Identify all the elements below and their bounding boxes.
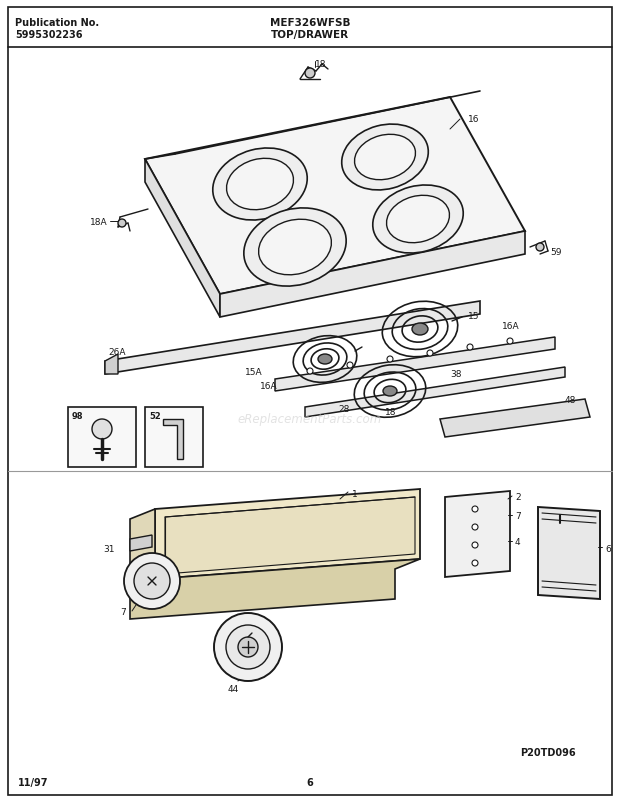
Polygon shape xyxy=(145,98,525,295)
Polygon shape xyxy=(538,507,600,599)
Text: TOP/DRAWER: TOP/DRAWER xyxy=(271,30,349,40)
Polygon shape xyxy=(220,232,525,318)
Polygon shape xyxy=(145,160,220,318)
Circle shape xyxy=(226,626,270,669)
Ellipse shape xyxy=(355,135,415,181)
Text: 59: 59 xyxy=(550,247,562,257)
Polygon shape xyxy=(105,302,480,374)
Text: 4: 4 xyxy=(515,537,521,546)
Polygon shape xyxy=(165,497,415,574)
Text: 28: 28 xyxy=(338,405,350,414)
Ellipse shape xyxy=(259,220,332,275)
Ellipse shape xyxy=(383,386,397,397)
Text: 16A: 16A xyxy=(502,321,520,331)
Text: 7: 7 xyxy=(120,607,126,616)
Text: 26A: 26A xyxy=(108,348,125,357)
Polygon shape xyxy=(445,491,510,577)
Text: 6: 6 xyxy=(605,544,611,553)
Circle shape xyxy=(134,563,170,599)
Circle shape xyxy=(92,419,112,439)
Text: 18: 18 xyxy=(315,60,327,69)
Circle shape xyxy=(305,69,315,79)
Circle shape xyxy=(507,339,513,344)
Text: 98: 98 xyxy=(72,411,84,421)
Circle shape xyxy=(347,362,353,369)
Ellipse shape xyxy=(373,185,463,254)
Polygon shape xyxy=(130,536,152,552)
Text: 18A: 18A xyxy=(90,218,108,226)
Circle shape xyxy=(472,560,478,566)
Polygon shape xyxy=(275,337,555,392)
Text: 16: 16 xyxy=(468,115,479,124)
Polygon shape xyxy=(155,489,420,579)
Text: 52: 52 xyxy=(149,411,161,421)
Ellipse shape xyxy=(342,125,428,190)
Circle shape xyxy=(536,243,544,251)
Text: 11/97: 11/97 xyxy=(18,777,48,787)
Text: 5995302236: 5995302236 xyxy=(15,30,82,40)
Ellipse shape xyxy=(226,159,293,210)
Circle shape xyxy=(427,351,433,357)
Text: 1: 1 xyxy=(352,489,358,499)
Ellipse shape xyxy=(412,324,428,336)
Text: 16A: 16A xyxy=(260,381,278,390)
Ellipse shape xyxy=(318,355,332,365)
Text: MEF326WFSB: MEF326WFSB xyxy=(270,18,350,28)
Ellipse shape xyxy=(213,149,308,221)
Polygon shape xyxy=(105,355,118,374)
Circle shape xyxy=(214,613,282,681)
Polygon shape xyxy=(130,509,155,589)
Bar xyxy=(145,407,203,467)
Circle shape xyxy=(118,220,126,228)
Ellipse shape xyxy=(244,209,346,287)
Circle shape xyxy=(472,507,478,512)
Circle shape xyxy=(307,369,313,374)
Circle shape xyxy=(467,344,473,351)
Text: 18: 18 xyxy=(385,407,397,417)
Text: 7: 7 xyxy=(515,512,521,520)
Circle shape xyxy=(238,638,258,657)
Polygon shape xyxy=(440,400,590,438)
Polygon shape xyxy=(163,419,183,459)
Text: P20TD096: P20TD096 xyxy=(520,747,575,757)
Text: 15: 15 xyxy=(468,312,479,320)
Text: 38: 38 xyxy=(450,369,461,378)
Text: 15A: 15A xyxy=(245,368,263,377)
Text: Publication No.: Publication No. xyxy=(15,18,99,28)
Text: 48: 48 xyxy=(565,396,577,405)
Text: 31: 31 xyxy=(104,544,115,553)
Polygon shape xyxy=(305,368,565,418)
Circle shape xyxy=(472,524,478,530)
Text: 6: 6 xyxy=(307,777,313,787)
Text: 2: 2 xyxy=(515,492,521,501)
Circle shape xyxy=(472,542,478,548)
Text: eReplacementParts.com: eReplacementParts.com xyxy=(238,413,382,426)
Circle shape xyxy=(387,357,393,362)
Ellipse shape xyxy=(386,196,450,243)
Polygon shape xyxy=(130,560,420,619)
Text: 44: 44 xyxy=(228,684,239,693)
Bar xyxy=(68,407,136,467)
Circle shape xyxy=(124,553,180,609)
